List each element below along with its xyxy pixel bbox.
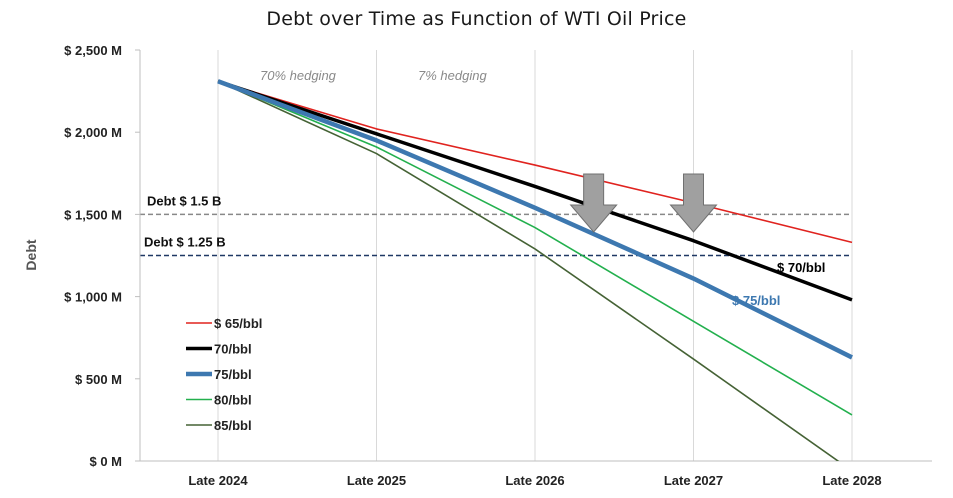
series-lines	[217, 79, 854, 461]
series-line-65bbl	[217, 80, 853, 244]
arrows	[569, 173, 718, 233]
legend: $ 65/bbl 70/bbl 75/bbl 80/bbl 85/bbl	[186, 316, 262, 433]
hedging-annotation: 70% hedging	[260, 68, 337, 83]
reference-line-label: Debt $ 1.5 B	[147, 193, 221, 208]
legend-label: 80/bbl	[214, 393, 252, 408]
y-tick-label: $ 2,000 M	[64, 125, 122, 140]
chart-title: Debt over Time as Function of WTI Oil Pr…	[266, 8, 687, 30]
y-tick-label: $ 2,500 M	[64, 43, 122, 58]
legend-label: $ 65/bbl	[214, 316, 262, 331]
series-label: $ 75/bbl	[732, 293, 780, 308]
x-tick-label: Late 2025	[347, 473, 406, 488]
series-line-75bbl	[217, 79, 854, 360]
chart-text: 70% hedging 7% hedging $ 70/bbl $ 75/bbl	[260, 68, 825, 308]
reference-lines: Debt $ 1.5 B Debt $ 1.25 B	[140, 193, 852, 257]
axes: $ 0 M $ 500 M $ 1,000 M $ 1,500 M $ 2,000 M $…	[23, 43, 932, 488]
hedging-annotation: 7% hedging	[418, 68, 487, 83]
x-tick-label: Late 2024	[188, 473, 248, 488]
x-tick-label: Late 2028	[822, 473, 881, 488]
legend-label: 70/bbl	[214, 342, 252, 357]
reference-line-label: Debt $ 1.25 B	[144, 235, 226, 250]
x-tick-label: Late 2026	[505, 473, 564, 488]
down-arrow	[669, 173, 718, 233]
series-line-85bbl	[217, 80, 840, 461]
series-label: $ 70/bbl	[777, 260, 825, 275]
down-arrow	[569, 173, 618, 233]
legend-label: 85/bbl	[214, 418, 252, 433]
y-axis-label: Debt	[23, 239, 39, 270]
x-tick-label: Late 2027	[664, 473, 723, 488]
y-tick-label: $ 0 M	[89, 454, 122, 469]
y-tick-label: $ 1,000 M	[64, 290, 122, 305]
series-line-80bbl	[217, 80, 853, 416]
y-tick-label: $ 1,500 M	[64, 207, 122, 222]
y-tick-label: $ 500 M	[75, 372, 122, 387]
series-line-70bbl	[217, 79, 853, 302]
legend-label: 75/bbl	[214, 367, 252, 382]
